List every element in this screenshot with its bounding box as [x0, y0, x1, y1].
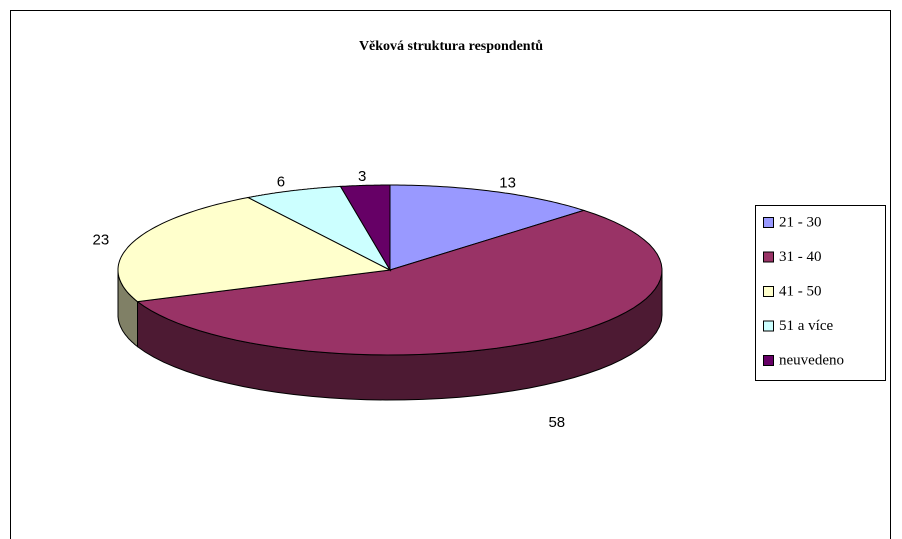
data-label: 13 — [499, 175, 516, 192]
data-label: 58 — [548, 414, 565, 431]
data-label: 3 — [358, 168, 366, 185]
slice — [339, 184, 391, 272]
chart-frame — [10, 10, 891, 539]
legend-swatch — [763, 217, 774, 228]
legend — [755, 205, 886, 381]
slice — [246, 185, 392, 272]
legend-label: 21 - 30 — [779, 214, 822, 230]
legend-label: 51 a více — [779, 318, 833, 334]
legend-swatch — [763, 251, 774, 263]
slice — [389, 184, 586, 271]
legend-swatch — [763, 286, 774, 297]
legend-label: 31 - 40 — [779, 249, 822, 265]
chart-title: Věková struktura respondentů — [359, 39, 543, 54]
slice — [117, 196, 392, 303]
data-label: 6 — [277, 174, 285, 191]
legend-label: neuvedeno — [779, 352, 844, 368]
legend-swatch — [763, 355, 774, 366]
legend-swatch — [763, 320, 774, 332]
legend-label: 41 - 50 — [779, 283, 822, 299]
slice — [136, 209, 663, 356]
data-label: 23 — [93, 232, 110, 249]
